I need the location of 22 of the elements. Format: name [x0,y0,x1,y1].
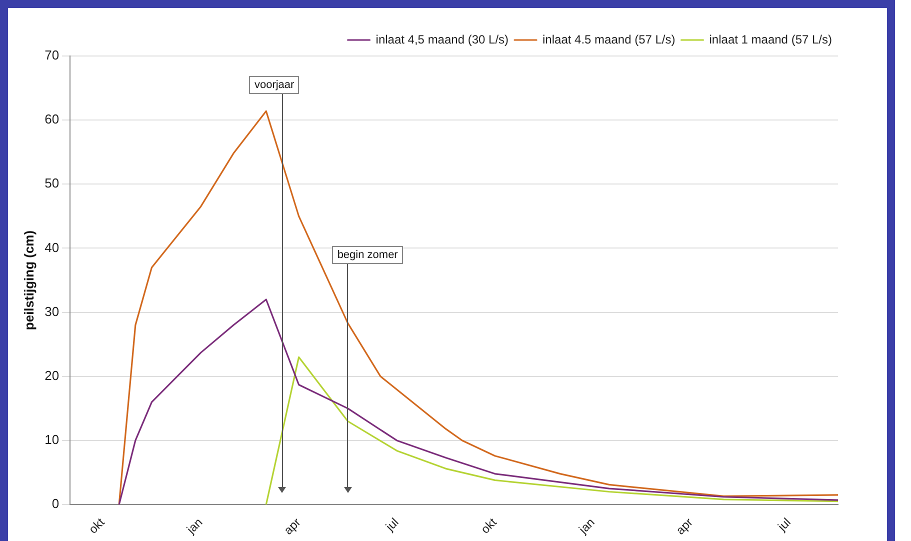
x-tick-label: okt [478,514,500,536]
y-tick-label: 40 [44,240,60,255]
x-tick-label: jul [382,515,402,534]
y-tick-label: 20 [44,368,60,383]
y-tick-label: 70 [44,48,60,63]
x-tick-label: jan [575,515,598,538]
x-tick-label: apr [673,515,696,538]
legend-label: inlaat 4,5 maand (30 L/s) [376,32,509,46]
y-tick-label: 60 [44,112,60,127]
x-tick-label: okt [86,514,108,536]
y-tick-label: 0 [52,496,60,512]
y-tick-label: 50 [44,176,60,191]
annotation: begin zomer [332,246,403,264]
legend-label: inlaat 4.5 maand (57 L/s) [542,32,676,46]
annotation: voorjaar [249,76,300,94]
legend-label: inlaat 1 maand (57 L/s) [709,32,832,46]
y-tick-label: 10 [44,432,60,448]
x-tick-label: jan [183,515,206,538]
x-tick-label: jul [774,515,794,534]
x-tick-label: apr [281,515,304,538]
y-axis-title: peilstijging (cm) [21,230,36,330]
y-tick-label: 30 [44,304,60,319]
